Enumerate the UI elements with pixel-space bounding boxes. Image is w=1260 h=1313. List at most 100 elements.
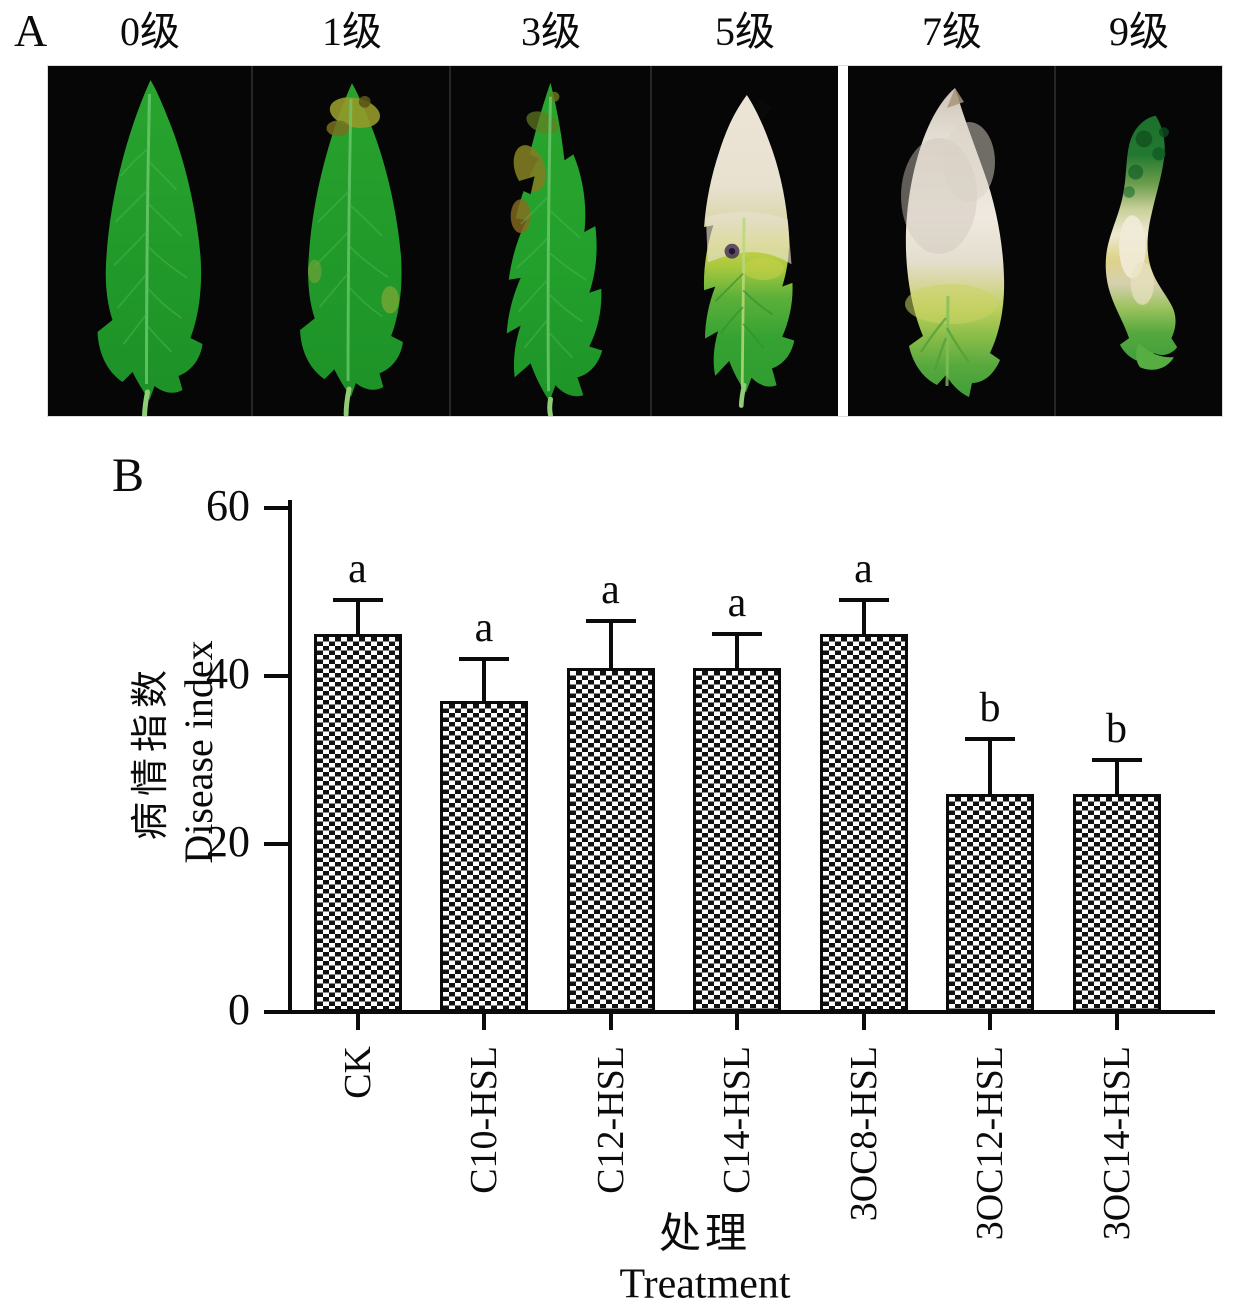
leaf-midvein xyxy=(945,295,950,387)
y-axis xyxy=(288,500,292,1012)
leaf-blade xyxy=(300,83,403,397)
x-label-C12-HSL: C12-HSL xyxy=(589,1046,632,1194)
error-bar-cap-3 xyxy=(712,632,762,636)
grade-label-4: 7级 xyxy=(922,9,982,54)
x-tick-5 xyxy=(988,1014,992,1030)
error-bar-stem-1 xyxy=(482,659,486,702)
leaf-image-grade-5 xyxy=(703,94,795,408)
error-bar-cap-2 xyxy=(585,619,636,624)
leaf-tear xyxy=(758,98,773,120)
grade-label-0: 0级 xyxy=(120,9,180,54)
sig-letter-2: a xyxy=(601,567,620,614)
x-tick-1 xyxy=(482,1014,486,1030)
leaf-stem xyxy=(343,386,352,416)
lesion-patches xyxy=(307,95,400,314)
y-tick-40 xyxy=(264,674,290,678)
leaf-image-grade-1 xyxy=(300,83,403,416)
error-bar-cap-1 xyxy=(459,657,509,662)
leaf-side-veins xyxy=(112,147,188,353)
error-bar-cap-5 xyxy=(965,737,1015,741)
leaf-image-grade-7 xyxy=(901,88,1005,397)
leaf-stem xyxy=(547,396,553,416)
dead-tissue-blotches xyxy=(1119,215,1154,305)
dead-tissue-shading xyxy=(901,88,997,324)
grade-label-1: 1级 xyxy=(322,9,382,54)
panel-a-label: A xyxy=(14,5,48,56)
leaf-photo-grade-9 xyxy=(1056,66,1222,416)
grade-label-2: 3级 xyxy=(521,9,581,54)
error-bar-stem-5 xyxy=(988,739,992,794)
sig-letter-6: b xyxy=(1106,706,1127,752)
x-label-3OC14-HSL: 3OC14-HSL xyxy=(1095,1046,1138,1241)
y-tick-label-60: 60 xyxy=(206,481,250,530)
leaf-side-veins xyxy=(714,272,774,349)
error-bar-stem-0 xyxy=(355,600,360,634)
leaf-stem xyxy=(142,389,150,416)
y-tick-label-0: 0 xyxy=(228,985,250,1034)
sig-letter-1: a xyxy=(474,605,494,652)
leaf-midvein xyxy=(346,98,353,382)
leaf-stem xyxy=(738,382,747,408)
lesion-spot xyxy=(724,243,785,281)
photo-gap xyxy=(838,66,848,416)
error-bar-cap-0 xyxy=(332,598,383,603)
leaf-image-grade-9 xyxy=(1105,115,1178,370)
x-axis xyxy=(288,1010,1215,1014)
x-axis-title: 处理 Treatment xyxy=(619,1210,790,1311)
y-tick-20 xyxy=(264,842,290,846)
sig-letter-4: a xyxy=(854,546,873,593)
leaf-side-veins xyxy=(315,190,389,318)
leaf-image-grade-0 xyxy=(97,80,203,416)
x-label-3OC8-HSL: 3OC8-HSL xyxy=(842,1046,885,1222)
error-bar-cap-6 xyxy=(1091,758,1142,762)
y-tick-60 xyxy=(264,506,290,510)
x-tick-4 xyxy=(861,1014,866,1030)
y-tick-label-40: 40 xyxy=(206,649,250,698)
y-tick-label-20: 20 xyxy=(206,817,250,866)
grade-label-5: 9级 xyxy=(1109,9,1169,54)
sig-letter-0: a xyxy=(348,546,367,593)
leaf-midvein xyxy=(145,93,151,385)
leaf-photo-grade-5 xyxy=(652,66,838,416)
leaf-blade xyxy=(506,82,603,402)
bar-3OC8-HSL xyxy=(819,634,908,1012)
error-bar-cap-4 xyxy=(838,598,889,603)
sig-letter-3: a xyxy=(727,580,747,626)
leaf-foot xyxy=(1135,343,1174,370)
error-bar-stem-6 xyxy=(1114,760,1119,794)
bar-3OC12-HSL xyxy=(946,793,1034,1012)
dark-mottling xyxy=(1123,127,1169,198)
error-bar-stem-2 xyxy=(608,621,613,668)
x-tick-6 xyxy=(1114,1014,1119,1030)
bar-C14-HSL xyxy=(693,667,781,1012)
x-tick-3 xyxy=(735,1014,739,1030)
y-tick-0 xyxy=(264,1010,290,1014)
leaf-blade xyxy=(97,80,203,400)
leaf-midvein xyxy=(546,96,552,392)
error-bar-stem-3 xyxy=(735,634,739,668)
panel-b-label: B xyxy=(112,449,145,502)
bar-C10-HSL xyxy=(440,701,528,1012)
x-tick-2 xyxy=(608,1014,613,1030)
x-label-C14-HSL: C14-HSL xyxy=(716,1046,758,1194)
grade-label-3: 5级 xyxy=(715,9,775,54)
x-tick-0 xyxy=(355,1014,360,1030)
leaf-photo-grade-7 xyxy=(848,66,1056,416)
sig-letter-5: b xyxy=(979,685,1001,731)
x-axis-title-en: Treatment xyxy=(619,1262,791,1308)
leaf-photo-grade-1 xyxy=(253,66,451,416)
leaf-midvein xyxy=(740,217,746,388)
x-label-CK: CK xyxy=(336,1046,379,1099)
leaf-image-grade-3 xyxy=(506,82,603,416)
x-label-C10-HSL: C10-HSL xyxy=(463,1046,505,1194)
grade-label-row: 0级 1级 3级 5级 7级 9级 xyxy=(0,12,1260,60)
leaf-side-veins xyxy=(919,317,971,371)
error-bar-stem-4 xyxy=(861,600,866,634)
bar-CK xyxy=(313,634,402,1012)
leaf-side-veins xyxy=(516,195,587,359)
leaf-photo-grade-3 xyxy=(451,66,652,416)
x-axis-title-cn: 处理 xyxy=(658,1211,752,1258)
bar-3OC14-HSL xyxy=(1072,793,1161,1012)
leaf-photo-grade-0 xyxy=(48,66,253,416)
